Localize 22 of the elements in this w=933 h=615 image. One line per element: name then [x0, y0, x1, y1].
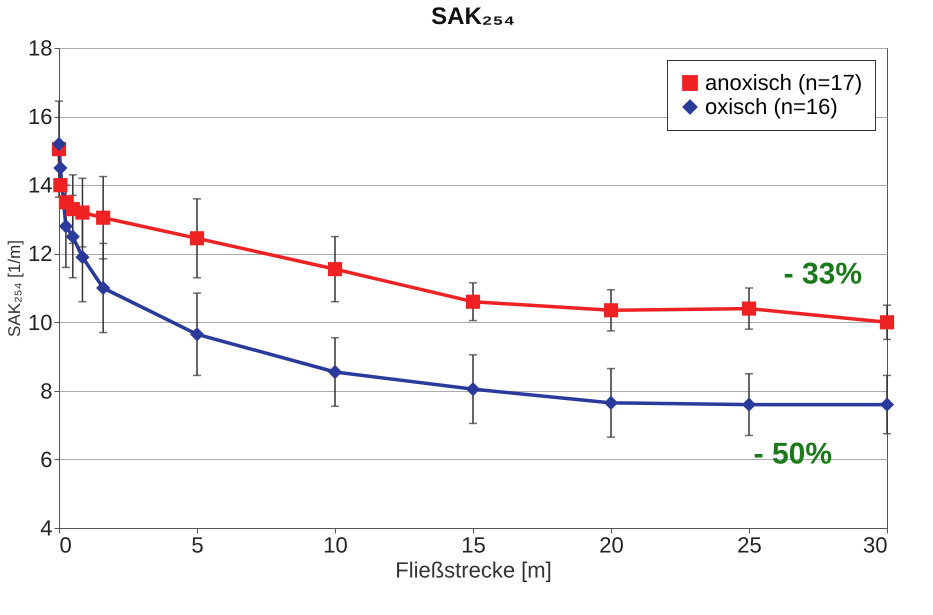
y-tick-label: 8: [40, 378, 52, 404]
y-tick-label: 16: [28, 104, 52, 130]
x-tick-label: 15: [461, 532, 486, 558]
y-axis-title: SAK₂₅₄ [1/m]: [5, 240, 24, 337]
x-tick-label: 5: [191, 532, 204, 558]
annotation: - 33%: [784, 257, 862, 290]
legend-label: oxisch (n=16): [705, 94, 838, 119]
x-axis-title: Fließstrecke [m]: [395, 558, 552, 582]
y-tick-label: 10: [28, 310, 52, 335]
x-tick-label: 20: [599, 532, 624, 558]
y-tick-label: 12: [28, 241, 52, 266]
legend-label: anoxisch (n=17): [705, 70, 862, 95]
y-tick-label: 4: [40, 516, 52, 540]
x-tick-label: 25: [737, 532, 762, 558]
y-tick-label: 14: [28, 172, 52, 198]
y-tick-label: 6: [40, 446, 52, 472]
x-tick-label: 0: [60, 532, 72, 558]
y-tick-label: 18: [28, 36, 52, 60]
x-tick-label: 10: [323, 532, 348, 558]
chart-title: SAK₂₅₄: [431, 3, 515, 30]
x-tick-label: 30: [863, 532, 888, 558]
annotation: - 50%: [754, 438, 832, 471]
